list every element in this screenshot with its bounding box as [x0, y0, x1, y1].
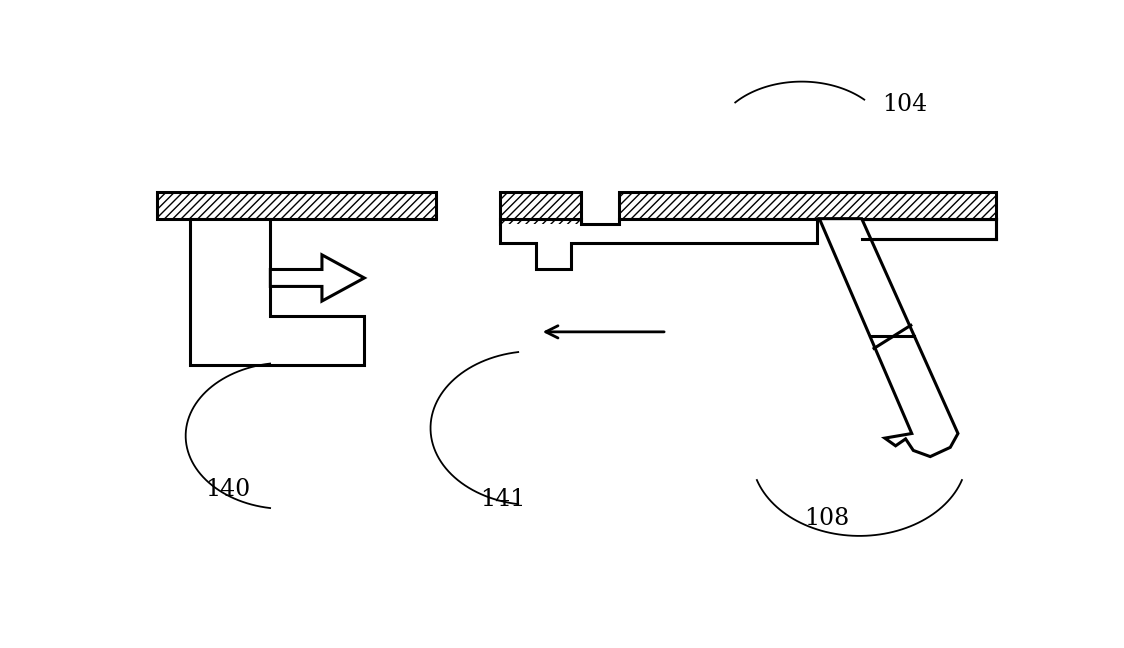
Bar	[500, 192, 581, 224]
Text: 104: 104	[882, 93, 927, 116]
Polygon shape	[500, 218, 817, 269]
Text: 140: 140	[205, 478, 251, 501]
Bar	[862, 218, 997, 240]
Text: 108: 108	[804, 507, 850, 529]
Text: 141: 141	[481, 488, 526, 511]
Bar	[619, 192, 997, 218]
Bar	[619, 192, 997, 218]
Bar	[157, 192, 436, 218]
Bar	[500, 192, 581, 224]
Polygon shape	[271, 255, 364, 301]
Bar	[157, 192, 436, 218]
Polygon shape	[819, 218, 958, 457]
Polygon shape	[190, 218, 364, 365]
